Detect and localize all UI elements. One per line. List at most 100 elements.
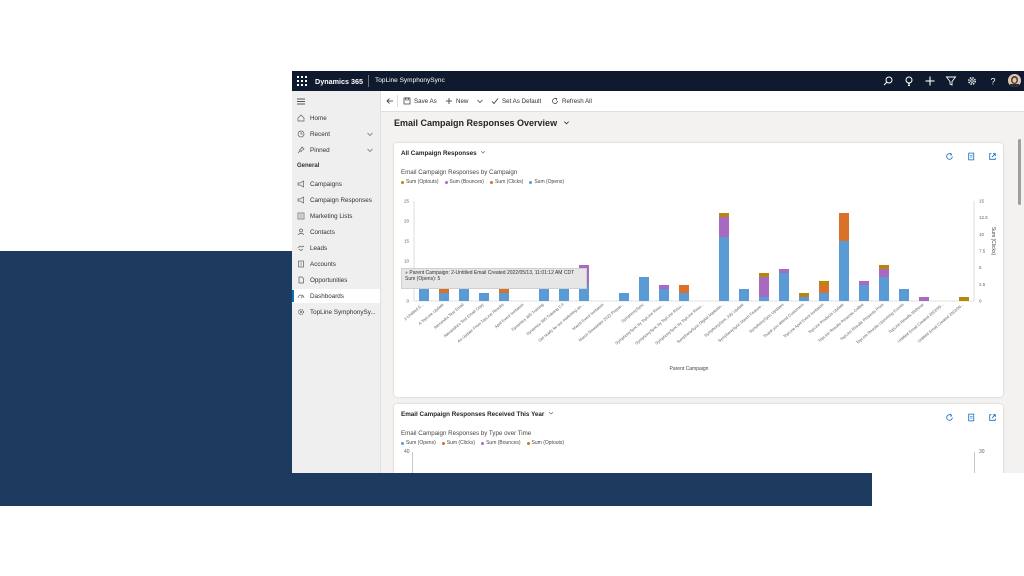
bar-segment[interactable] (719, 213, 729, 217)
bar-segment[interactable] (799, 297, 809, 301)
bar-segment[interactable] (879, 269, 889, 277)
view-records-icon[interactable] (967, 148, 976, 161)
refresh-icon[interactable] (945, 409, 954, 421)
bar-segment[interactable] (499, 285, 509, 293)
sidebar-item-pinned[interactable]: Pinned (292, 143, 380, 157)
chevron-down-icon[interactable] (476, 97, 484, 105)
chevron-down-icon[interactable] (548, 410, 554, 416)
refresh-icon[interactable] (945, 148, 954, 160)
sidebar-item-topline-symphonysync[interactable]: TopLine SymphonySy... (292, 305, 380, 319)
expand-icon[interactable] (988, 409, 997, 421)
bar-segment[interactable] (799, 293, 809, 297)
plus-icon[interactable] (924, 75, 936, 87)
bar-segment[interactable] (719, 217, 729, 237)
bar-segment[interactable] (859, 285, 869, 301)
filter-icon[interactable] (945, 75, 957, 87)
bar-segment[interactable] (859, 281, 869, 285)
expand-icon[interactable] (988, 148, 997, 160)
bar-segment[interactable] (739, 289, 749, 301)
legend-item-optouts[interactable]: Sum (Optouts) (526, 440, 564, 446)
bar-segment[interactable] (919, 297, 929, 301)
app-name[interactable]: TopLine SymphonySync (375, 77, 445, 84)
bar-segment[interactable] (659, 285, 669, 289)
bar-segment[interactable] (759, 273, 769, 277)
gear-icon[interactable] (966, 75, 978, 87)
bar-segment[interactable] (879, 265, 889, 269)
save-as-button[interactable]: Save As (403, 97, 437, 105)
bar-segment[interactable] (819, 281, 829, 285)
user-avatar[interactable] (1008, 74, 1021, 87)
bar-segment[interactable] (759, 297, 769, 301)
bar-segment[interactable] (679, 285, 689, 293)
sidebar-item-opportunities[interactable]: Opportunities (292, 273, 380, 287)
y2-axis-tick-label: 0 (979, 299, 982, 304)
legend-item-bounces[interactable]: Sum (Bounces) (481, 440, 521, 446)
sidebar-item-contacts[interactable]: Contacts (292, 225, 380, 239)
bar-segment[interactable] (839, 213, 849, 241)
y-axis-tick-label: 20 (404, 219, 410, 224)
legend-swatch (444, 180, 448, 184)
pin-icon (297, 146, 305, 154)
bar-segment[interactable] (639, 277, 649, 301)
bar-segment[interactable] (719, 237, 729, 301)
chevron-down-icon[interactable] (366, 146, 374, 154)
bar-segment[interactable] (959, 297, 969, 301)
legend-item-optouts[interactable]: Sum (Optouts) (401, 179, 439, 185)
legend-item-bounces[interactable]: Sum (Bounces) (444, 179, 484, 185)
set-as-default-button[interactable]: Set As Default (491, 97, 541, 105)
search-icon[interactable] (882, 75, 894, 87)
bar-segment[interactable] (759, 277, 769, 297)
sidebar-item-recent[interactable]: Recent (292, 127, 380, 141)
back-arrow-icon[interactable] (386, 97, 394, 105)
brand-title[interactable]: Dynamics 365 (315, 77, 363, 86)
chevron-down-icon[interactable] (563, 119, 570, 126)
new-button[interactable]: New (445, 97, 487, 105)
page-title[interactable]: Email Campaign Responses Overview (394, 118, 570, 128)
sidebar-item-marketing-lists[interactable]: Marketing Lists (292, 209, 380, 223)
card-header[interactable]: Email Campaign Responses Received This Y… (401, 410, 554, 418)
hamburger-menu-icon[interactable] (297, 98, 305, 105)
bar-segment[interactable] (479, 293, 489, 301)
command-bar: Save As New Set As Default Refresh All (381, 91, 1024, 112)
refresh-all-button[interactable]: Refresh All (551, 97, 592, 105)
legend-item-clicks[interactable]: Sum (Clicks) (441, 440, 475, 446)
card-header-text: Email Campaign Responses Received This Y… (401, 411, 545, 418)
bar-segment[interactable] (879, 277, 889, 301)
bar-segment[interactable] (459, 281, 469, 301)
sidebar-item-accounts[interactable]: Accounts (292, 257, 380, 271)
bar-segment[interactable] (559, 281, 569, 301)
sidebar-item-leads[interactable]: Leads (292, 241, 380, 255)
legend-swatch (489, 180, 493, 184)
legend-item-opens[interactable]: Sum (Opens) (401, 440, 436, 446)
bar-segment[interactable] (779, 269, 789, 273)
help-icon[interactable]: ? (987, 75, 999, 87)
card-actions (937, 148, 997, 166)
bar-segment[interactable] (579, 285, 589, 301)
view-records-icon[interactable] (967, 409, 976, 422)
bar-segment[interactable] (839, 241, 849, 301)
bar-segment[interactable] (819, 293, 829, 301)
bar-segment[interactable] (659, 289, 669, 301)
legend-item-clicks[interactable]: Sum (Clicks) (489, 179, 523, 185)
bar-segment[interactable] (539, 285, 549, 301)
sidebar-item-campaign-responses[interactable]: Campaign Responses (292, 193, 380, 207)
sidebar-item-campaigns[interactable]: Campaigns (292, 177, 380, 191)
chevron-down-icon[interactable] (366, 130, 374, 138)
sidebar-item-home[interactable]: Home (292, 111, 380, 125)
bar-segment[interactable] (899, 289, 909, 301)
legend-item-opens[interactable]: Sum (Opens) (529, 179, 564, 185)
app-launcher-icon[interactable] (297, 76, 307, 86)
sidebar-item-dashboards[interactable]: Dashboards (292, 289, 380, 303)
bar-segment[interactable] (419, 281, 429, 301)
bar-segment[interactable] (779, 273, 789, 301)
lightbulb-icon[interactable] (903, 75, 915, 87)
vertical-scrollbar[interactable] (1018, 139, 1021, 205)
bar-segment[interactable] (439, 285, 449, 293)
bar-segment[interactable] (679, 293, 689, 301)
chevron-down-icon[interactable] (480, 149, 486, 155)
card-header[interactable]: All Campaign Responses (401, 149, 486, 157)
bar-segment[interactable] (819, 285, 829, 293)
bar-segment[interactable] (499, 293, 509, 301)
bar-segment[interactable] (619, 293, 629, 301)
bar-segment[interactable] (439, 293, 449, 301)
